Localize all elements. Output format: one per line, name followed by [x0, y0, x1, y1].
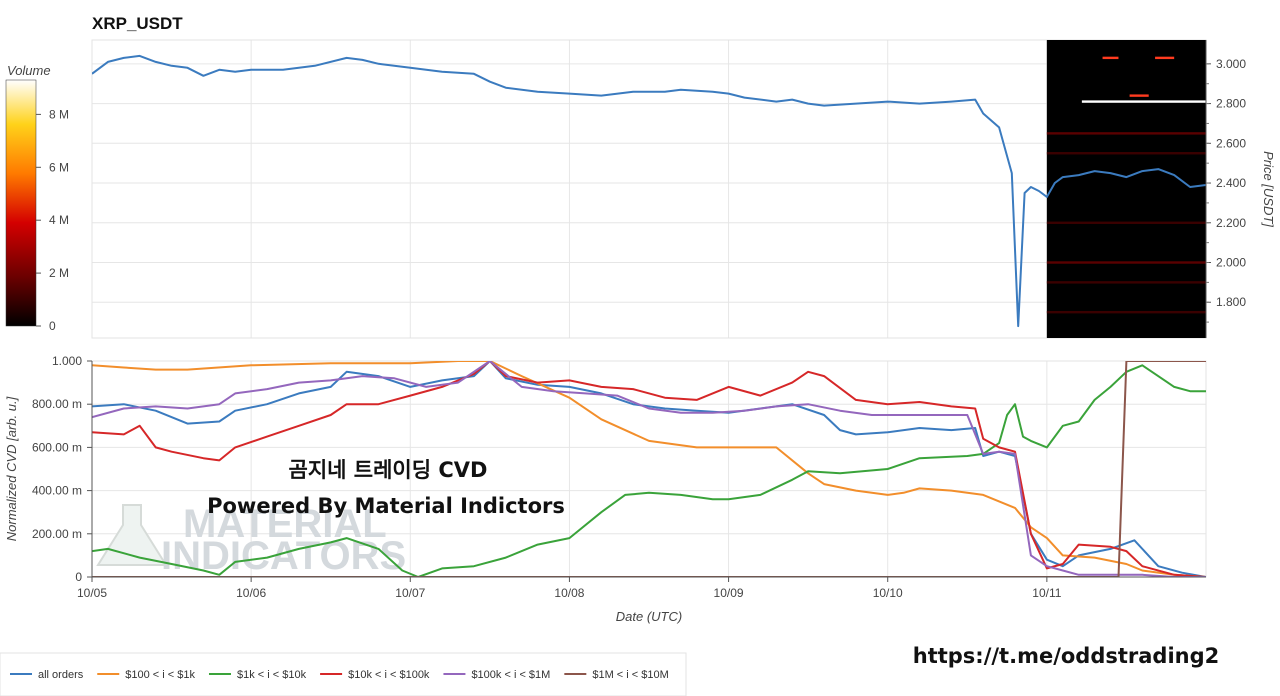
legend-label[interactable]: $100 < i < $1k	[125, 669, 195, 681]
orderbook-level	[1081, 100, 1206, 103]
orderbook-level	[1046, 261, 1206, 264]
price-tick-label: 1.800	[1216, 295, 1246, 309]
x-tick-label: 10/08	[554, 586, 584, 600]
price-tick-label: 2.800	[1216, 97, 1246, 111]
price-panel-frame	[91, 39, 1207, 339]
x-ticks: 10/05 10/06 10/07 10/08 10/09 10/10 10/11	[77, 576, 1206, 600]
cvd-tick-label: 1.000	[52, 354, 82, 368]
price-series	[92, 54, 1206, 328]
x-tick-label: 10/05	[77, 586, 107, 600]
colorbar-tick-label: 8 M	[49, 107, 69, 121]
price-tick-label: 2.200	[1216, 216, 1246, 230]
legend-label[interactable]: $1k < i < $10k	[237, 669, 307, 681]
telegram-link[interactable]: https://t.me/oddstrading2	[913, 644, 1220, 668]
x-tick-label: 10/11	[1032, 586, 1061, 600]
colorbar-title: Volume	[7, 63, 51, 78]
legend-label[interactable]: $1M < i < $10M	[592, 669, 668, 681]
watermark-line-1: MATERIAL	[183, 502, 387, 546]
price-line	[92, 54, 1206, 328]
price-tick-label: 2.600	[1216, 136, 1246, 150]
orderbook-level	[1046, 221, 1206, 224]
orderbook-level	[1046, 132, 1206, 135]
cvd-line	[92, 364, 1206, 577]
legend-label[interactable]: $100k < i < $1M	[471, 669, 550, 681]
orderbook-level	[1046, 310, 1206, 314]
heatmap-background	[1046, 40, 1206, 338]
colorbar-tick-label: 6 M	[49, 160, 69, 174]
cvd-y-label: Normalized CVD [arb. u.]	[4, 396, 19, 541]
orderbook-level	[1046, 281, 1206, 284]
colorbar-tick-label: 0	[49, 319, 56, 333]
price-tick-label: 2.400	[1216, 176, 1246, 190]
cvd-tick-label: 800.00 m	[32, 397, 82, 411]
cvd-tick-label: 0	[75, 570, 82, 584]
cvd-y-ticks: 0 200.00 m 400.00 m 600.00 m 800.00 m 1.000	[32, 354, 93, 584]
colorbar-ticks: 0 2 M 4 M 6 M 8 M	[36, 107, 69, 333]
x-tick-label: 10/06	[236, 586, 266, 600]
orderbook-level	[1102, 56, 1119, 60]
caption-line-2: Powered By Material Indictors	[207, 494, 565, 518]
orderbook-heatmap	[1046, 40, 1206, 338]
colorbar	[5, 79, 37, 327]
price-tick-label: 2.000	[1216, 256, 1246, 270]
cvd-line	[92, 361, 1206, 577]
cvd-tick-label: 200.00 m	[32, 527, 82, 541]
cvd-tick-label: 400.00 m	[32, 484, 82, 498]
legend-label[interactable]: $10k < i < $100k	[348, 669, 430, 681]
legend-label[interactable]: all orders	[38, 669, 84, 681]
cvd-tick-label: 600.00 m	[32, 440, 82, 454]
x-tick-label: 10/10	[873, 586, 903, 600]
watermark-line-2: INDICATORS	[161, 534, 406, 578]
orderbook-level	[1046, 152, 1206, 155]
caption-line-1: 곰지네 트레이딩 CVD	[289, 458, 488, 482]
legend: all orders $100 < i < $1k $1k < i < $10k $1…	[10, 669, 669, 681]
x-axis-label: Date (UTC)	[616, 609, 682, 624]
price-y-ticks: 1.800 2.000 2.200 2.400 2.600 2.800 3.000	[1205, 40, 1246, 338]
orderbook-level	[1129, 94, 1149, 97]
orderbook-level	[1155, 56, 1175, 60]
colorbar-tick-label: 2 M	[49, 266, 69, 280]
price-grid	[91, 40, 1206, 338]
price-y-label: Price [USDT]	[1261, 151, 1276, 227]
cvd-line	[92, 361, 1206, 577]
x-tick-label: 10/07	[395, 586, 425, 600]
cvd-line	[92, 361, 1206, 577]
price-tick-label: 3.000	[1216, 57, 1246, 71]
legend-frame	[0, 652, 687, 696]
colorbar-tick-label: 4 M	[49, 213, 69, 227]
cvd-series	[92, 361, 1206, 577]
cvd-line	[92, 361, 1206, 577]
x-tick-label: 10/09	[714, 586, 744, 600]
chart-title: XRP_USDT	[92, 14, 183, 33]
